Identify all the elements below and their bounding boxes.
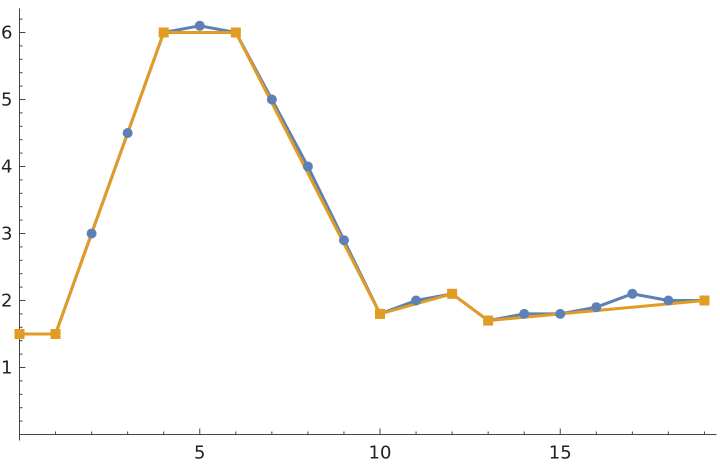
y-tick-label: 6 (1, 23, 12, 44)
series-2-point (230, 27, 241, 38)
x-tick-label: 5 (194, 443, 205, 464)
x-tick-label: 15 (549, 443, 572, 464)
x-tick-label: 10 (369, 443, 392, 464)
series-1-point (663, 295, 674, 306)
y-tick-label: 3 (1, 224, 12, 245)
y-tick-label: 1 (1, 358, 12, 379)
series-1-point (555, 308, 566, 319)
series-1-point (266, 94, 277, 105)
series-2-point (699, 295, 710, 306)
series-2-point (14, 329, 25, 339)
y-tick-label: 2 (1, 291, 12, 312)
y-tick-label: 4 (1, 157, 12, 178)
series-1-point (411, 295, 422, 306)
series-2-point (50, 329, 61, 339)
series-1-point (86, 228, 97, 239)
series-2-point (447, 288, 458, 299)
series-1-point (122, 128, 133, 138)
axes: 5 10 15 1 2 3 4 5 6 (1, 8, 717, 464)
series-1-point (194, 20, 205, 31)
series-1-point (302, 161, 313, 172)
plot-area (14, 20, 710, 339)
series-1-point (591, 302, 602, 313)
series-1-line (19, 24, 705, 336)
y-tick-label: 5 (1, 90, 12, 111)
series-2-point (483, 315, 494, 326)
series-2-point (158, 27, 169, 38)
series-2-line (19, 31, 705, 336)
series-1-point (338, 235, 349, 246)
series-1-point (519, 308, 530, 319)
series-2-point (375, 308, 385, 319)
series-1-point (627, 288, 638, 299)
